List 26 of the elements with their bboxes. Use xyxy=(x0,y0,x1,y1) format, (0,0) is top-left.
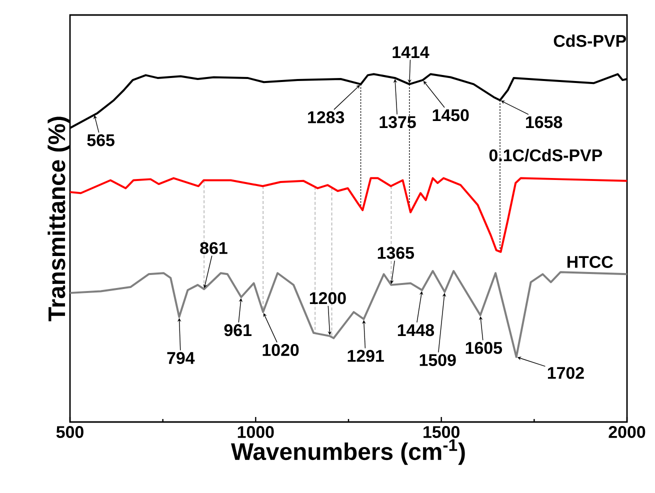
annotation: 1658 xyxy=(526,116,562,128)
annotation: 1605 xyxy=(466,342,502,354)
annotation: 1283 xyxy=(308,111,344,124)
annotation: 1200 xyxy=(310,292,346,304)
y-axis-title: Transmittance (%) xyxy=(48,116,70,322)
annotation: 861 xyxy=(200,242,228,254)
x-tick-label: 500 xyxy=(56,426,84,438)
x-tick-label: 1500 xyxy=(424,426,460,438)
annotation: 1020 xyxy=(262,344,299,356)
annotation: 1291 xyxy=(348,350,384,362)
annotation: 961 xyxy=(224,324,252,336)
annotation: 1414 xyxy=(392,46,430,58)
annotation: 1365 xyxy=(378,246,414,259)
annotation: 565 xyxy=(87,134,114,146)
annotation: 1375 xyxy=(380,116,416,128)
annotation: 1448 xyxy=(398,324,434,336)
x-axis-title: Wavenumbers (cm$^{-1}$) xyxy=(230,439,465,465)
x-tick-label: 2000 xyxy=(608,426,646,438)
series-label: HTCC xyxy=(567,256,613,268)
annotation: 1509 xyxy=(420,354,456,366)
annotation: 1450 xyxy=(432,109,469,122)
annotation: 1702 xyxy=(548,366,584,379)
series-label: CdS-PVP xyxy=(554,34,626,47)
series-label: 0.1C/CdS-PVP xyxy=(489,148,602,162)
x-tick-label: 1000 xyxy=(238,426,274,438)
annotation: 794 xyxy=(167,352,195,364)
